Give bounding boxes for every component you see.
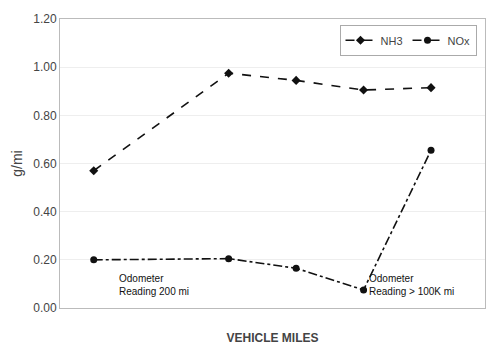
svg-text:g/mi: g/mi — [9, 150, 25, 176]
svg-text:0.40: 0.40 — [33, 205, 57, 219]
svg-text:NH3: NH3 — [381, 35, 403, 47]
svg-text:0.00: 0.00 — [33, 301, 57, 315]
svg-text:OdometerReading 200 mi: OdometerReading 200 mi — [119, 273, 189, 297]
svg-text:VEHICLE MILES: VEHICLE MILES — [226, 331, 318, 345]
svg-text:1.20: 1.20 — [33, 12, 57, 26]
svg-text:NOx: NOx — [448, 35, 471, 47]
svg-text:0.20: 0.20 — [33, 253, 57, 267]
svg-text:0.60: 0.60 — [33, 157, 57, 171]
svg-text:1.00: 1.00 — [33, 60, 57, 74]
svg-text:0.80: 0.80 — [33, 109, 57, 123]
svg-text:OdometerReading > 100K mi: OdometerReading > 100K mi — [369, 273, 454, 297]
